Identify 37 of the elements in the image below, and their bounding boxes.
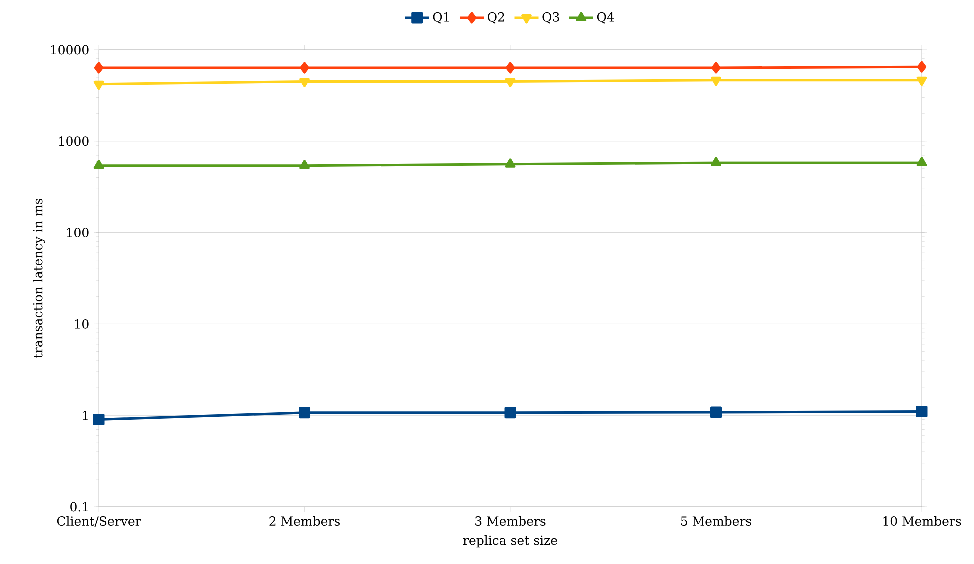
- point: [712, 62, 721, 74]
- point: [504, 407, 516, 419]
- point: [300, 62, 310, 74]
- x-tick-label: 2 Members: [270, 516, 340, 526]
- x-tick-label: 5 Members: [681, 516, 752, 526]
- y-axis-title: transaction latency in ms: [33, 199, 46, 358]
- y-tick-label: 1: [83, 410, 88, 420]
- point: [299, 407, 311, 419]
- legend-label: Q1: [433, 12, 450, 24]
- point: [300, 160, 310, 170]
- x-tick-label: Client/Server: [57, 516, 142, 527]
- y-tick-label: 0.1: [70, 502, 88, 512]
- y-tick-label: 10000: [51, 45, 89, 55]
- legend-label: Q4: [597, 12, 614, 24]
- point: [94, 80, 104, 90]
- legend-label: Q3: [542, 12, 560, 24]
- point: [94, 160, 104, 170]
- point: [505, 78, 516, 88]
- point: [300, 78, 310, 88]
- point: [916, 406, 928, 418]
- x-tick-label: 3 Members: [476, 516, 546, 526]
- x-axis-title: replica set size: [463, 536, 558, 548]
- point: [94, 62, 104, 74]
- point: [711, 76, 722, 86]
- y-tick-label: 100: [67, 228, 89, 238]
- y-tick-label: 1000: [59, 136, 89, 146]
- point: [506, 62, 516, 74]
- x-tick-label: 10 Members: [884, 516, 962, 526]
- legend-label: Q2: [488, 12, 504, 24]
- point: [917, 61, 927, 73]
- point: [93, 414, 105, 426]
- point: [916, 76, 928, 86]
- point: [711, 157, 722, 167]
- point: [916, 157, 928, 167]
- point: [710, 406, 722, 418]
- point: [505, 158, 516, 168]
- y-tick-label: 10: [75, 319, 89, 329]
